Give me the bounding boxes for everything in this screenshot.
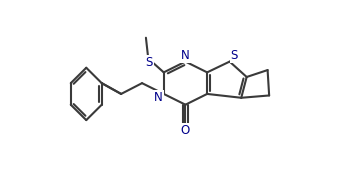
Text: N: N [154, 91, 163, 104]
Text: O: O [181, 124, 190, 137]
Text: S: S [231, 49, 238, 62]
Text: S: S [145, 56, 153, 69]
Text: N: N [181, 49, 190, 62]
